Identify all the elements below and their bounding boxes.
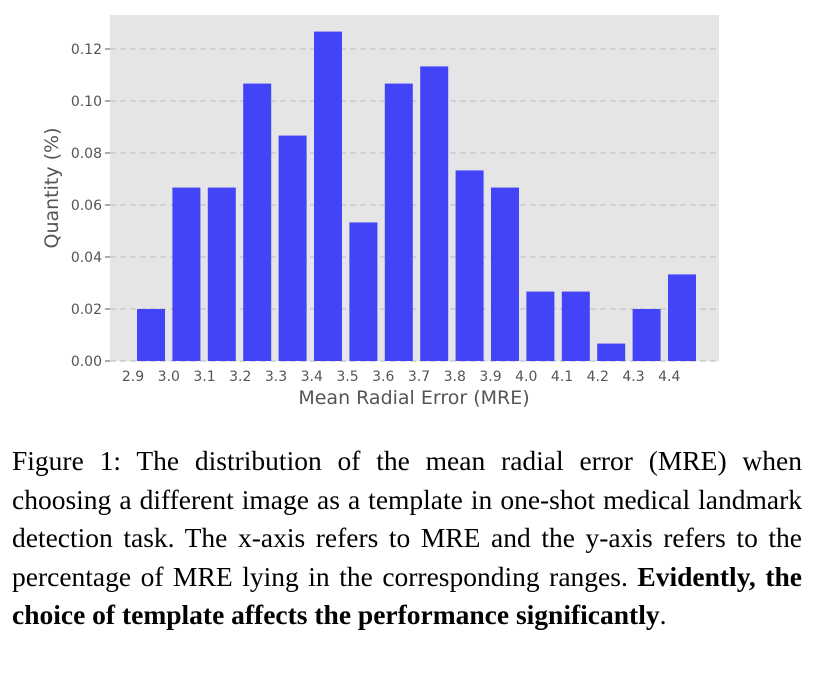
x-tick-label-3.3: 3.3 <box>265 369 287 385</box>
y-tick-label-0: 0.00 <box>71 354 102 370</box>
figure-caption: Figure 1: The distribution of the mean r… <box>12 442 802 635</box>
caption-end: . <box>659 599 667 630</box>
caption-text: The distribution of the mean radial erro… <box>12 445 802 592</box>
bar-3.0 <box>172 187 201 361</box>
x-tick-label-2.9: 2.9 <box>122 369 144 385</box>
x-tick-label-3.8: 3.8 <box>444 369 466 385</box>
x-axis-label: Mean Radial Error (MRE) <box>298 387 529 409</box>
bar-4.2 <box>597 343 626 361</box>
bar-3.4 <box>314 31 342 362</box>
x-tick-label-4.3: 4.3 <box>622 369 644 385</box>
bar-3.8 <box>455 170 484 361</box>
x-tick-label-3.2: 3.2 <box>229 369 251 385</box>
bar-3.7 <box>420 66 449 362</box>
x-tick-label-3.0: 3.0 <box>158 369 180 385</box>
x-tick-label-4.0: 4.0 <box>515 369 537 385</box>
y-tick-label-1: 0.02 <box>71 302 102 318</box>
x-tick-label-3.9: 3.9 <box>479 369 501 385</box>
caption-emphasis: Evidently, the choice of template affect… <box>12 560 803 631</box>
x-tick-label-4.1: 4.1 <box>551 369 573 385</box>
x-tick-label-3.1: 3.1 <box>193 369 215 385</box>
bar-4.0 <box>526 291 555 361</box>
x-tick-label-3.4: 3.4 <box>301 369 323 385</box>
y-tick-label-3: 0.06 <box>71 198 102 214</box>
x-tick-label-3.6: 3.6 <box>372 369 394 385</box>
bar-3.2 <box>243 83 272 361</box>
mre-bar-chart: 0.00 0.02 0.04 0.06 0.08 0.10 0.12 2.9 3.0 3.1 3.… <box>41 15 719 409</box>
y-tick-label-5: 0.10 <box>71 94 102 110</box>
bar-3.9 <box>491 187 519 361</box>
x-tick-label-3.5: 3.5 <box>336 369 358 385</box>
bar-4.3 <box>632 309 661 361</box>
caption-label: Figure 1: <box>12 445 122 476</box>
bar-3.3 <box>278 135 307 361</box>
x-tick-label-4.4: 4.4 <box>658 369 680 385</box>
x-tick-label-4.2: 4.2 <box>587 369 609 385</box>
bar-2.9 <box>137 309 165 361</box>
bar-3.6 <box>384 83 413 361</box>
y-tick-labels: 0.00 0.02 0.04 0.06 0.08 0.10 0.12 <box>71 42 110 370</box>
bars <box>137 31 696 362</box>
x-tick-labels: 2.9 3.0 3.1 3.2 3.3 3.4 3.5 3.6 3.7 3.8 3.9 4.0 4.1 4… <box>122 369 681 385</box>
y-axis-label: Quantity (%) <box>41 127 63 248</box>
y-tick-label-4: 0.08 <box>71 146 102 162</box>
x-tick-label-3.7: 3.7 <box>408 369 430 385</box>
bar-3.1 <box>207 187 236 361</box>
bar-4.1 <box>561 291 590 361</box>
bar-3.5 <box>349 222 378 361</box>
y-tick-label-6: 0.12 <box>71 42 102 58</box>
y-tick-label-2: 0.04 <box>71 250 102 266</box>
bar-4.4 <box>668 274 696 361</box>
